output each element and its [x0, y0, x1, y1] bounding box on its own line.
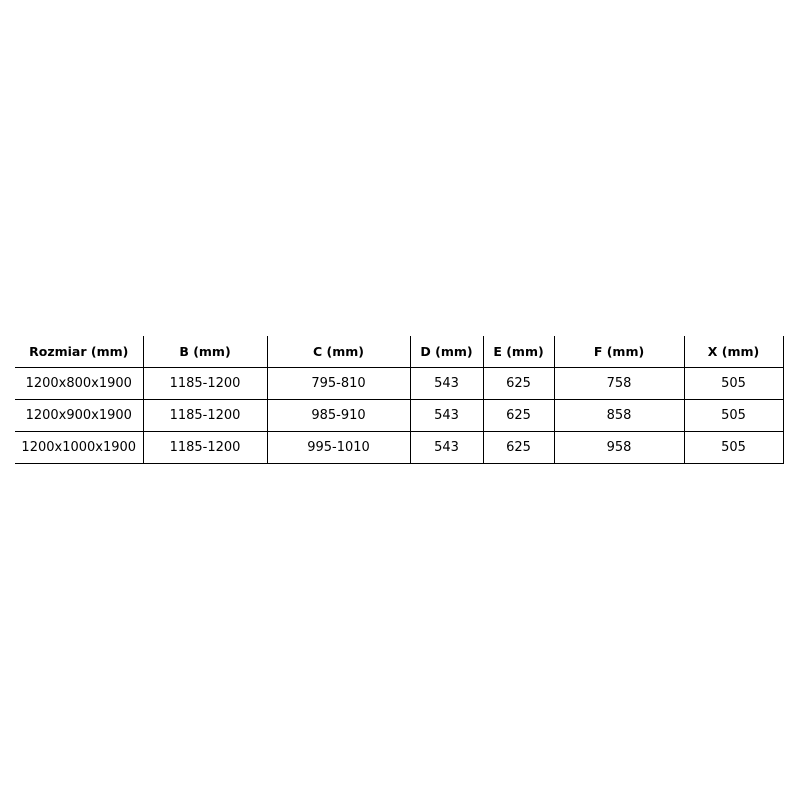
- cell-b: 1185-1200: [142, 399, 267, 432]
- header-c: C (mm): [266, 336, 410, 368]
- cell-x: 505: [683, 431, 784, 464]
- table-header-row: Rozmiar (mm) B (mm) C (mm) D (mm) E (mm)…: [15, 336, 784, 368]
- cell-b: 1185-1200: [142, 431, 267, 464]
- cell-c: 795-810: [266, 367, 410, 400]
- cell-c: 985-910: [266, 399, 410, 432]
- cell-f: 958: [553, 431, 684, 464]
- cell-f: 858: [553, 399, 684, 432]
- cell-x: 505: [683, 399, 784, 432]
- header-f: F (mm): [553, 336, 684, 368]
- cell-e: 625: [482, 367, 554, 400]
- table-row: 1200x1000x1900 1185-1200 995-1010 543 62…: [15, 431, 784, 464]
- cell-x: 505: [683, 367, 784, 400]
- cell-d: 543: [409, 431, 483, 464]
- cell-rozmiar: 1200x800x1900: [15, 367, 143, 400]
- cell-rozmiar: 1200x900x1900: [15, 399, 143, 432]
- header-rozmiar: Rozmiar (mm): [15, 336, 143, 368]
- header-e: E (mm): [482, 336, 554, 368]
- cell-f: 758: [553, 367, 684, 400]
- cell-d: 543: [409, 399, 483, 432]
- table-row: 1200x800x1900 1185-1200 795-810 543 625 …: [15, 367, 784, 400]
- table-row: 1200x900x1900 1185-1200 985-910 543 625 …: [15, 399, 784, 432]
- cell-e: 625: [482, 431, 554, 464]
- cell-e: 625: [482, 399, 554, 432]
- cell-d: 543: [409, 367, 483, 400]
- cell-b: 1185-1200: [142, 367, 267, 400]
- header-d: D (mm): [409, 336, 483, 368]
- cell-rozmiar: 1200x1000x1900: [15, 431, 143, 464]
- cell-c: 995-1010: [266, 431, 410, 464]
- dimensions-table: Rozmiar (mm) B (mm) C (mm) D (mm) E (mm)…: [15, 336, 784, 464]
- header-x: X (mm): [683, 336, 784, 368]
- header-b: B (mm): [142, 336, 267, 368]
